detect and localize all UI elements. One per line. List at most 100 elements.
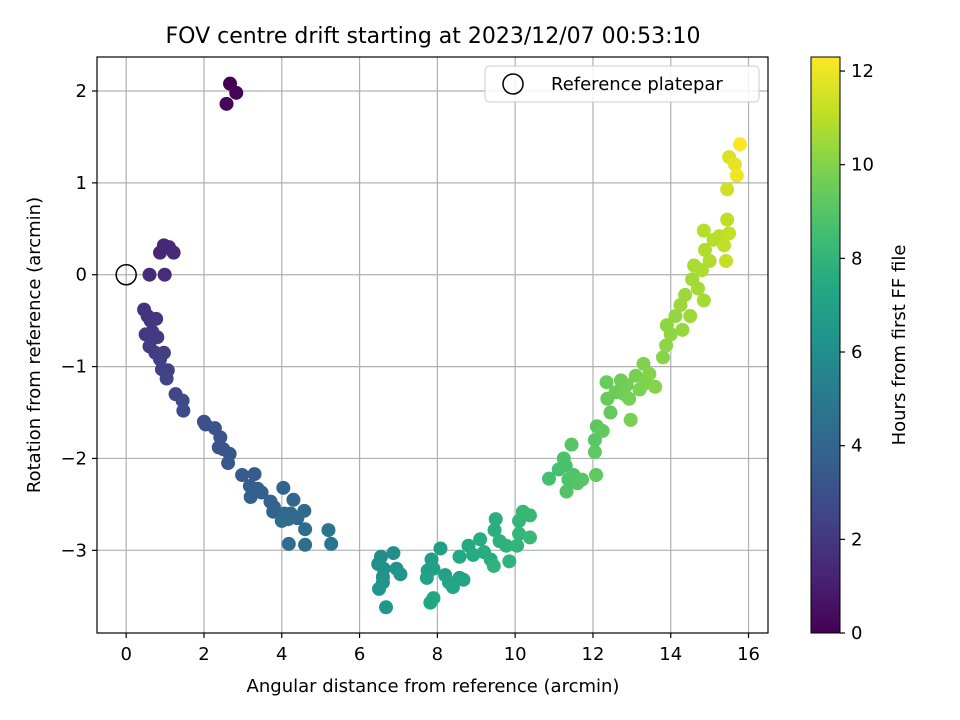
data-point <box>663 327 678 342</box>
colorbar-gradient <box>810 56 841 634</box>
data-point <box>732 137 747 152</box>
x-tick-label: 12 <box>582 644 605 665</box>
data-point <box>564 437 579 452</box>
data-point <box>502 554 517 569</box>
data-point <box>324 536 339 551</box>
data-point <box>655 350 670 365</box>
data-point <box>575 472 590 487</box>
colorbar-tick-label: 0 <box>851 623 862 644</box>
data-point <box>522 508 537 523</box>
data-point <box>281 536 296 551</box>
data-point <box>675 322 690 337</box>
legend: Reference platepar <box>484 65 760 103</box>
data-point <box>599 375 614 390</box>
legend-marker-open-circle <box>502 73 524 95</box>
x-tick-label: 14 <box>659 644 682 665</box>
legend-box <box>484 65 760 103</box>
y-tick-label: −2 <box>60 448 87 469</box>
data-point <box>603 405 618 420</box>
data-point <box>642 366 657 381</box>
data-point <box>235 467 250 482</box>
data-point <box>157 267 172 282</box>
colorbar-label: Hours from first FF file <box>889 245 910 446</box>
data-point <box>393 567 408 582</box>
chart-title: FOV centre drift starting at 2023/12/07 … <box>166 24 701 49</box>
data-point <box>445 580 460 595</box>
data-point <box>456 572 471 587</box>
data-point <box>321 523 336 538</box>
data-point <box>247 467 262 482</box>
data-point <box>587 433 602 448</box>
x-tick-label: 4 <box>276 644 287 665</box>
data-point <box>727 157 742 172</box>
plot-background <box>97 57 768 633</box>
colorbar-tick-label: 12 <box>851 61 874 82</box>
data-point <box>702 253 717 268</box>
data-point <box>542 471 557 486</box>
data-point <box>499 538 514 553</box>
data-point <box>166 245 181 260</box>
data-point <box>722 226 737 241</box>
y-tick-label: −1 <box>60 357 87 378</box>
x-tick-label: 2 <box>198 644 209 665</box>
data-point <box>690 281 705 296</box>
data-point <box>219 96 234 111</box>
x-tick-label: 10 <box>504 644 527 665</box>
y-tick-label: −3 <box>60 540 87 561</box>
data-point <box>729 168 744 183</box>
colorbar-tick-label: 10 <box>851 155 874 176</box>
data-point <box>487 523 502 538</box>
data-point <box>243 490 258 505</box>
data-point <box>379 600 394 615</box>
data-point <box>556 451 571 466</box>
data-point <box>423 595 438 610</box>
data-point <box>276 480 291 495</box>
colorbar-tick-label: 4 <box>851 436 862 457</box>
data-point <box>587 445 602 460</box>
data-point <box>623 412 638 427</box>
data-point <box>486 558 501 573</box>
data-point <box>372 581 387 596</box>
data-point <box>668 309 683 324</box>
data-point <box>720 212 735 227</box>
data-point <box>286 492 301 507</box>
data-point <box>452 549 467 564</box>
legend-label-reference-platepar: Reference platepar <box>551 74 723 95</box>
data-point <box>595 423 610 438</box>
data-point <box>559 484 574 499</box>
data-point <box>720 182 735 197</box>
x-axis-label: Angular distance from reference (arcmin) <box>247 676 620 697</box>
y-axis-label: Rotation from reference (arcmin) <box>24 197 45 493</box>
data-point <box>281 512 296 527</box>
data-point <box>678 287 693 302</box>
data-point <box>176 403 191 418</box>
x-axis-ticks: 0 2 4 6 8 10 12 14 16 <box>120 633 760 665</box>
x-tick-label: 6 <box>354 644 365 665</box>
y-tick-label: 1 <box>76 173 87 194</box>
data-point <box>659 338 674 353</box>
data-point <box>694 263 709 278</box>
y-tick-label: 0 <box>76 265 87 286</box>
colorbar: 0 2 4 6 8 10 12 Hours from first FF file <box>810 56 910 644</box>
data-point <box>473 532 488 547</box>
data-point <box>433 541 448 556</box>
data-point <box>628 368 643 383</box>
data-point <box>175 393 190 408</box>
reference-platepar-marker <box>115 263 137 286</box>
data-point <box>298 522 313 537</box>
data-point <box>696 293 711 308</box>
data-point <box>717 238 732 253</box>
data-point <box>149 311 164 326</box>
plot-area: 0 2 4 6 8 10 12 14 16 210−1−2−3 <box>60 56 769 665</box>
colorbar-tick-label: 6 <box>851 342 862 363</box>
data-point <box>229 85 244 100</box>
data-point <box>622 391 637 406</box>
data-point <box>159 371 174 386</box>
colorbar-tick-label: 8 <box>851 248 862 269</box>
data-point <box>466 547 481 562</box>
plot-frame <box>96 56 769 634</box>
data-point <box>142 267 157 282</box>
data-point <box>589 467 604 482</box>
data-point <box>512 526 527 541</box>
